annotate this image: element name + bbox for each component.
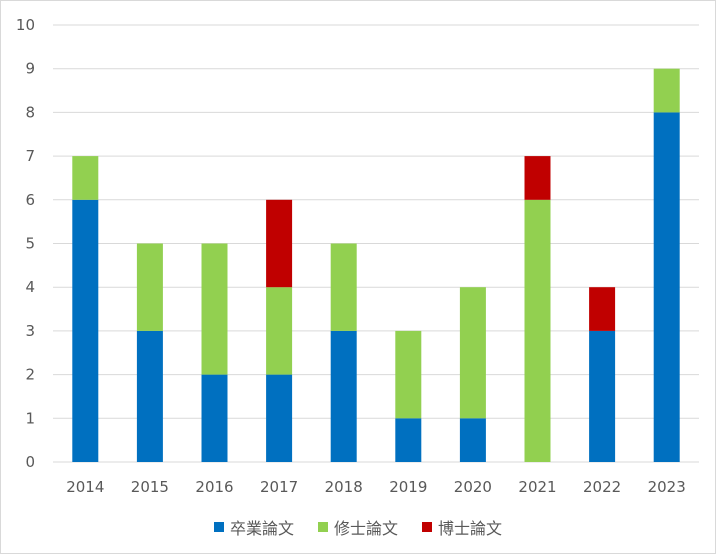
bars — [72, 68, 680, 463]
y-tick-label: 7 — [25, 147, 35, 165]
bar-segment-sotsugyo — [395, 418, 422, 462]
y-axis-ticks: 0 1 2 3 4 5 6 7 8 9 10 — [16, 16, 35, 471]
bar-segment-sotsugyo — [266, 374, 293, 462]
legend-item-sotsugyo: 卒業論文 — [213, 515, 294, 539]
x-tick-label: 2014 — [66, 478, 104, 496]
x-tick-label: 2023 — [648, 478, 686, 496]
legend-label: 修士論文 — [333, 519, 398, 538]
bar-segment-shushi — [72, 156, 99, 200]
bar-segment-sotsugyo — [589, 330, 616, 462]
legend-swatch — [422, 522, 432, 532]
bar-segment-sotsugyo — [201, 374, 228, 462]
legend-item-hakushi: 博士論文 — [422, 515, 502, 539]
x-tick-label: 2022 — [583, 478, 621, 496]
x-tick-label: 2017 — [260, 478, 298, 496]
y-tick-label: 4 — [25, 278, 35, 296]
bar-segment-shushi — [459, 287, 486, 419]
y-tick-label: 10 — [16, 16, 35, 34]
bar-segment-shushi — [201, 243, 228, 375]
legend-swatch — [213, 522, 224, 532]
bar-segment-sotsugyo — [72, 199, 99, 463]
bar-segment-shushi — [395, 330, 422, 419]
legend-label: 卒業論文 — [229, 519, 294, 538]
stacked-bar-chart: 0 1 2 3 4 5 6 7 8 9 10 2014 2015 2016 2017 2018 2019 202… — [16, 16, 699, 496]
bar-segment-shushi — [266, 287, 293, 375]
y-tick-label: 3 — [25, 322, 35, 340]
y-tick-label: 2 — [25, 366, 35, 384]
legend-label: 博士論文 — [438, 519, 503, 538]
bar-segment-sotsugyo — [459, 418, 486, 462]
x-tick-label: 2020 — [454, 478, 492, 496]
x-tick-label: 2018 — [325, 478, 363, 496]
bar-segment-shushi — [524, 199, 551, 463]
y-tick-label: 6 — [25, 191, 35, 209]
bar-segment-hakushi — [589, 287, 616, 331]
bar-segment-shushi — [330, 243, 357, 331]
y-tick-label: 9 — [25, 60, 35, 78]
y-tick-label: 1 — [25, 409, 35, 427]
bar-segment-hakushi — [266, 199, 293, 288]
bar-segment-shushi — [653, 68, 680, 113]
x-tick-label: 2019 — [389, 478, 427, 496]
x-tick-label: 2015 — [131, 478, 169, 496]
legend: 卒業論文 修士論文 博士論文 — [1, 514, 715, 540]
bar-segment-sotsugyo — [136, 330, 163, 462]
x-axis-ticks: 2014 2015 2016 2017 2018 2019 2020 2021 2022 2023 — [66, 478, 686, 496]
x-tick-label: 2016 — [195, 478, 233, 496]
x-tick-label: 2021 — [518, 478, 556, 496]
bar-segment-shushi — [136, 243, 163, 331]
bar-segment-hakushi — [524, 156, 551, 200]
y-tick-label: 5 — [25, 235, 35, 253]
legend-item-shushi: 修士論文 — [317, 515, 398, 539]
bar-segment-sotsugyo — [653, 112, 680, 463]
legend-swatch — [317, 522, 328, 532]
y-tick-label: 8 — [25, 103, 35, 121]
bar-segment-sotsugyo — [330, 330, 357, 462]
y-tick-label: 0 — [25, 453, 35, 471]
